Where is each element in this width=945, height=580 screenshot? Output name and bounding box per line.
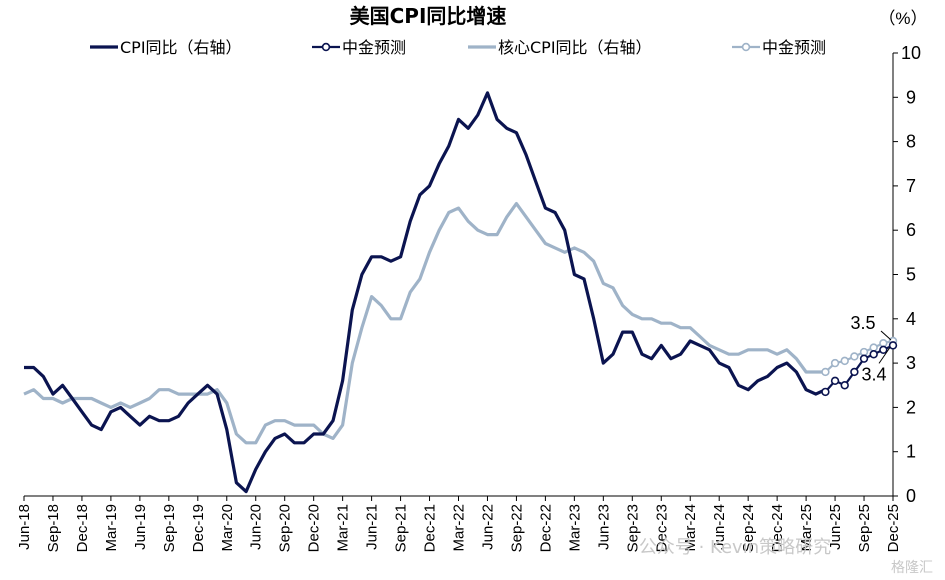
- x-tick-label: Sep-23: [624, 504, 641, 552]
- series-line-0: [24, 91, 827, 494]
- annotation-leader: [880, 330, 892, 341]
- series-layer: [23, 91, 898, 494]
- legend-label: 中金预测: [342, 38, 406, 57]
- y-tick-label: 0: [906, 486, 916, 506]
- x-tick-label: Dec-21: [422, 504, 439, 552]
- x-tick-label: Sep-22: [508, 504, 525, 552]
- legend-marker: [741, 42, 751, 52]
- forecast-point: [830, 376, 840, 386]
- y-tick-label: 6: [906, 220, 916, 240]
- unit-label: （%）: [878, 9, 927, 28]
- forecast-point: [840, 381, 849, 390]
- forecast-point: [821, 387, 830, 397]
- forecast-point: [821, 367, 830, 377]
- x-tick-label: Dec-19: [190, 504, 207, 552]
- x-tick-label: Jun-20: [248, 504, 265, 550]
- x-tick-label: Sep-21: [393, 504, 410, 552]
- watermark-text: 公众号 · Kevin策略研究: [639, 537, 831, 558]
- x-tick-label: Mar-20: [219, 504, 236, 552]
- y-tick-label: 4: [906, 309, 916, 329]
- y-tick-label: 8: [906, 132, 916, 152]
- forecast-point: [879, 338, 888, 348]
- x-tick-label: Jun-19: [132, 504, 149, 550]
- forecast-point: [850, 367, 859, 377]
- legend-label: 核心CPI同比（右轴）: [498, 38, 652, 57]
- legend-marker: [321, 42, 331, 52]
- x-tick-label: Mar-23: [566, 504, 583, 552]
- x-tick-label: Dec-24: [769, 504, 786, 552]
- x-tick-label: Dec-22: [537, 504, 554, 552]
- annotations: 3.5 3.4: [850, 313, 892, 384]
- x-tick-label: Mar-22: [451, 504, 468, 552]
- annotation-leader: [878, 347, 891, 364]
- legend: CPI同比（右轴） 中金预测 核心CPI同比（右轴） 中金预测: [90, 38, 826, 57]
- x-tick-label: Jun-24: [711, 504, 728, 550]
- x-tick-label: Jun-21: [364, 504, 381, 550]
- y-tick-label: 3: [906, 353, 916, 373]
- x-tick-label: Dec-23: [653, 504, 670, 552]
- series-line-2: [23, 202, 826, 445]
- annotation-cpi-end: 3.4: [861, 364, 886, 384]
- y-tick-label: 10: [901, 43, 921, 63]
- x-tick-label: Sep-24: [740, 504, 757, 552]
- y-tick-label: 1: [906, 442, 916, 462]
- forecast-point: [850, 352, 859, 361]
- x-tick-label: Mar-21: [335, 504, 352, 552]
- y-tick-label: 5: [906, 265, 916, 285]
- x-tick-label: Mar-24: [682, 504, 699, 552]
- x-tick-label: Jun-25: [827, 504, 844, 550]
- chart-title: 美国CPI同比增速: [350, 4, 507, 28]
- axes: 0 1 2 3 4 5 6 7 8 9 10 Jun-18 Sep-18 Dec-18 Mar-19 Jun-…: [16, 43, 921, 552]
- y-tick-label: 7: [906, 176, 916, 196]
- corner-mark: 格隆汇: [891, 560, 933, 576]
- x-tick-label: Sep-25: [856, 504, 873, 552]
- forecast-point: [879, 345, 888, 355]
- x-tick-label: Dec-18: [74, 504, 91, 552]
- forecast-point: [869, 343, 878, 352]
- forecast-point: [888, 341, 898, 350]
- x-tick-label: Sep-18: [45, 504, 62, 552]
- forecast-point: [869, 350, 878, 359]
- y-tick-label: 2: [906, 397, 916, 417]
- annotation-core-end: 3.5: [850, 313, 875, 333]
- forecast-point: [859, 354, 869, 363]
- y-tick-label: 9: [906, 87, 916, 107]
- x-tick-label: Jun-22: [479, 504, 496, 550]
- forecast-point: [830, 358, 840, 368]
- x-tick-label: Sep-20: [277, 504, 294, 552]
- forecast-point: [859, 347, 869, 357]
- x-tick-label: Dec-25: [885, 504, 902, 552]
- x-tick-label: Sep-19: [161, 504, 178, 552]
- legend-label: 中金预测: [762, 38, 826, 57]
- x-tick-label: Jun-23: [595, 504, 612, 550]
- legend-label: CPI同比（右轴）: [120, 38, 242, 57]
- forecast-point: [840, 356, 849, 366]
- x-tick-label: Jun-18: [16, 504, 33, 550]
- x-tick-label: Mar-19: [103, 504, 120, 552]
- x-tick-label: Dec-20: [306, 504, 323, 552]
- x-tick-label: Mar-25: [798, 504, 815, 552]
